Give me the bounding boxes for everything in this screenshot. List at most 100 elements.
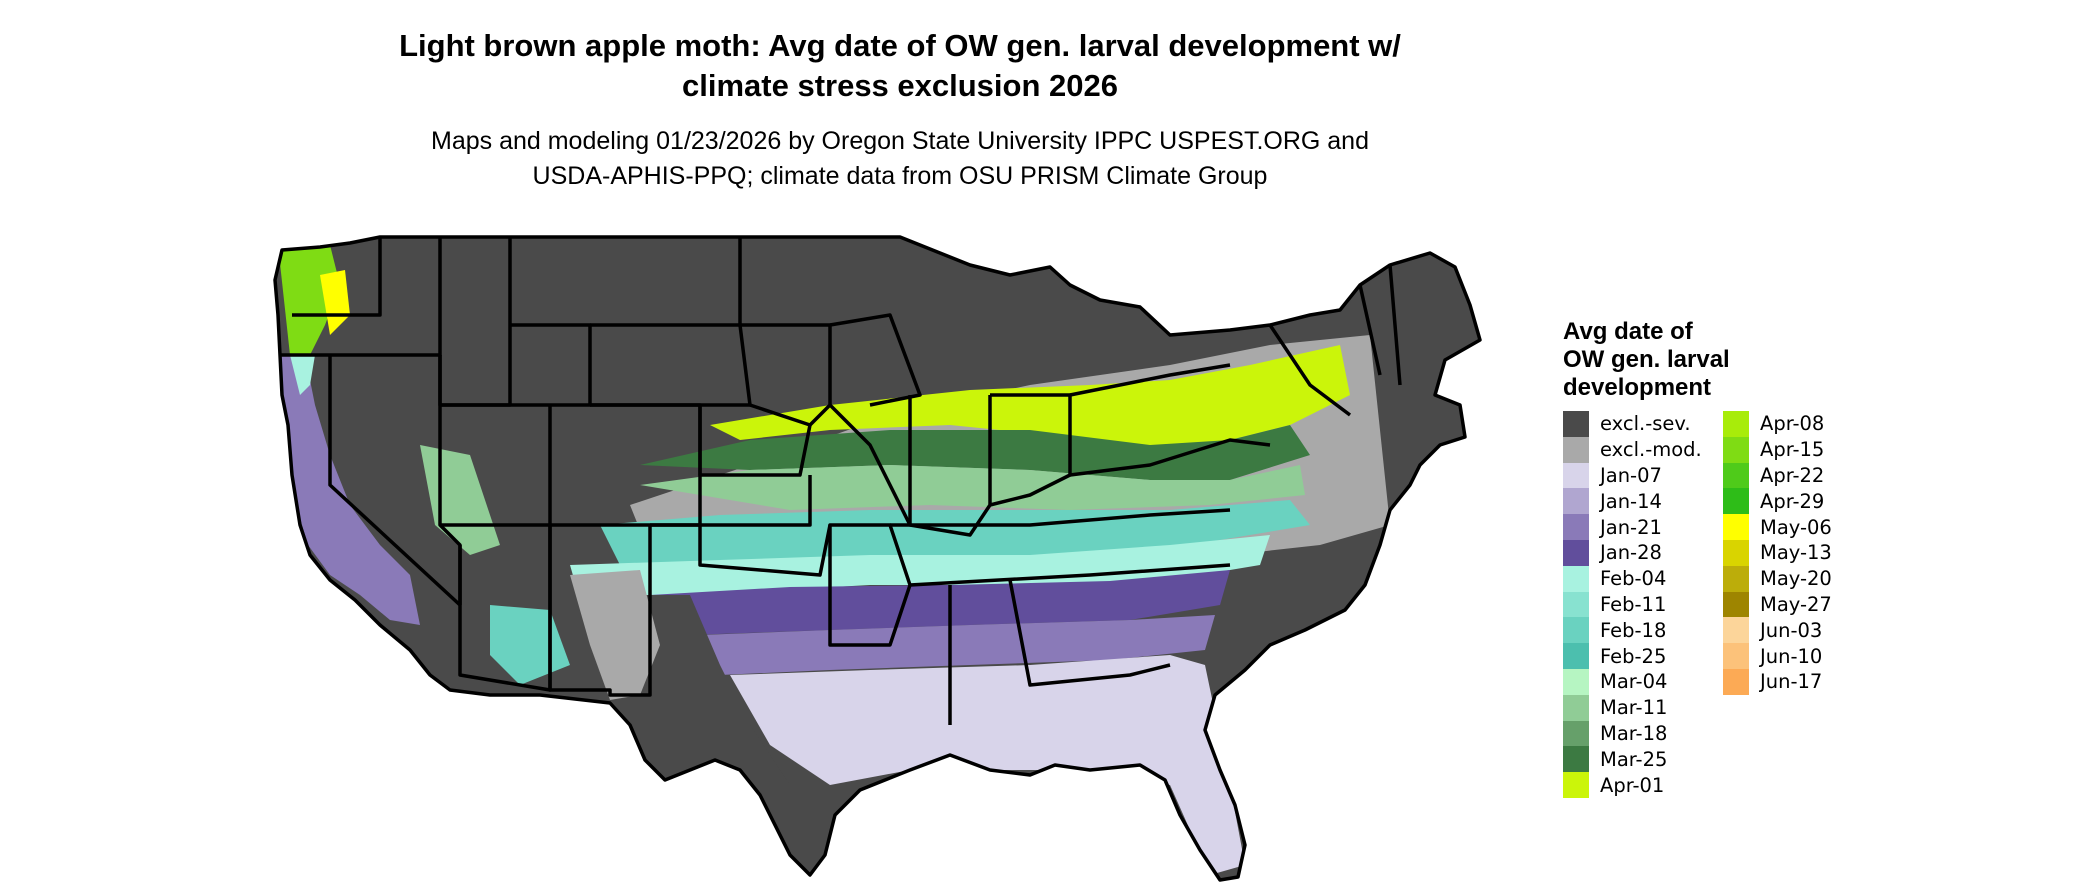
- northeast-borders: [1268, 264, 1402, 417]
- mar-11-band: [640, 465, 1305, 510]
- legend-item: May-27: [1723, 591, 1832, 618]
- legend-swatch: [1563, 694, 1589, 721]
- legend-label: Feb-11: [1600, 592, 1667, 616]
- legend-swatch: [1563, 746, 1589, 773]
- legend-item: May-06: [1723, 514, 1832, 540]
- legend-label: Mar-04: [1600, 670, 1668, 694]
- legend-column-1: excl.-sev. excl.-mod. Jan-07 Jan-14 Jan-21 Ja…: [1563, 411, 1702, 798]
- legend-swatch: [1563, 539, 1589, 566]
- south-texas-excluded: [630, 595, 810, 865]
- map-subtitle-line-2: USDA-APHIS-PPQ; climate data from OSU PR…: [532, 162, 1268, 190]
- legend-item: Jan-07: [1563, 462, 1702, 489]
- legend-item: Feb-18: [1563, 617, 1702, 644]
- legend-swatch: [1723, 591, 1749, 618]
- legend-swatch: [1563, 668, 1589, 695]
- legend-swatch: [1563, 488, 1589, 515]
- legend-swatch: [1563, 643, 1589, 669]
- legend-item: Feb-04: [1563, 565, 1702, 592]
- legend-swatch: [1563, 720, 1589, 747]
- legend-label: Apr-22: [1760, 463, 1825, 487]
- california-coast-band: [280, 355, 420, 625]
- legend-label: excl.-mod.: [1600, 438, 1702, 462]
- washington-oregon-border: [292, 237, 382, 317]
- legend-label: May-13: [1760, 541, 1832, 565]
- legend-swatch: [1723, 462, 1749, 489]
- legend-label: Apr-08: [1760, 412, 1825, 436]
- oklahoma-texas-border: [698, 524, 832, 577]
- legend-label: Jan-07: [1600, 463, 1662, 487]
- legend-label: Jan-21: [1600, 515, 1662, 539]
- map-fill-layer: [275, 237, 1480, 880]
- legend-column-2: Apr-08 Apr-15 Apr-22 Apr-29 May-06 May-13 May-…: [1723, 411, 1832, 695]
- missouri-border: [828, 403, 912, 526]
- legend-label: May-06: [1760, 515, 1832, 539]
- legend-item: Mar-25: [1563, 746, 1702, 773]
- cascades-band: [320, 270, 350, 335]
- minnesota-iowa-border: [740, 323, 832, 427]
- oklahoma-north-border: [650, 475, 812, 527]
- us-map: [273, 235, 1482, 882]
- legend-label: Apr-15: [1760, 438, 1825, 462]
- jan-28-band: [650, 570, 1230, 635]
- legend-label: Feb-04: [1600, 567, 1667, 591]
- legend-swatch: [1723, 411, 1749, 437]
- legend-item: May-13: [1723, 539, 1832, 566]
- legend-swatch: [1563, 436, 1589, 463]
- apr-01-band: [710, 345, 1350, 450]
- legend-label: Jun-10: [1760, 644, 1823, 668]
- legend-item: excl.-mod.: [1563, 436, 1702, 463]
- legend-label: Jan-14: [1600, 489, 1662, 513]
- legend-label: Mar-25: [1600, 747, 1668, 771]
- legend-swatch: [1723, 488, 1749, 515]
- deep-south-borders: [948, 579, 1171, 725]
- arkansas-louisiana-border: [828, 523, 912, 647]
- legend-label: May-27: [1760, 592, 1832, 616]
- nebraska-kansas-border: [698, 403, 812, 477]
- legend-swatch: [1563, 462, 1589, 489]
- legend-item: Mar-11: [1563, 694, 1702, 721]
- us-outline: [273, 235, 1482, 882]
- legend-title-line-3: development: [1563, 374, 1712, 401]
- california-nevada-border: [328, 355, 462, 607]
- legend-label: Jun-17: [1760, 670, 1823, 694]
- map-subtitle: Maps and modeling 01/23/2026 by Oregon S…: [300, 124, 1500, 194]
- legend-item: Apr-29: [1723, 488, 1832, 515]
- legend-label: Feb-18: [1600, 618, 1667, 642]
- legend-item: Apr-01: [1563, 772, 1702, 798]
- legend-item: Apr-08: [1723, 411, 1832, 437]
- jan-21-band: [700, 615, 1215, 675]
- legend-label: Mar-18: [1600, 721, 1668, 745]
- legend-swatch: [1563, 772, 1589, 798]
- legend-swatch: [1723, 643, 1749, 669]
- legend-label: May-20: [1760, 567, 1832, 591]
- legend-label: Feb-25: [1600, 644, 1667, 668]
- illinois-indiana-border: [908, 395, 992, 537]
- north-california-band: [290, 355, 315, 395]
- legend-swatch: [1723, 565, 1749, 592]
- map-subtitle-line-1: Maps and modeling 01/23/2026 by Oregon S…: [431, 127, 1369, 155]
- tennessee-north-border: [890, 508, 1231, 527]
- legend-title-line-1: Avg date of: [1563, 318, 1693, 345]
- legend-label: excl.-sev.: [1600, 412, 1691, 436]
- jan-07-band: [730, 655, 1245, 875]
- legend-swatch: [1723, 514, 1749, 540]
- legend-label: Jan-28: [1600, 541, 1662, 565]
- legend-item: May-20: [1723, 565, 1832, 592]
- legend-swatch: [1563, 411, 1589, 437]
- legend-item: Jun-03: [1723, 617, 1832, 644]
- legend-swatch: [1563, 617, 1589, 644]
- legend-item: Feb-25: [1563, 643, 1702, 669]
- legend-item: Jun-10: [1723, 643, 1832, 669]
- legend-swatch: [1723, 539, 1749, 566]
- legend-item: Mar-04: [1563, 668, 1702, 695]
- legend-swatch: [1723, 617, 1749, 644]
- legend-item: Jan-21: [1563, 514, 1702, 540]
- legend-swatch: [1723, 436, 1749, 463]
- legend-swatch: [1563, 514, 1589, 540]
- feb-04-band: [570, 535, 1270, 600]
- legend-swatch: [1563, 565, 1589, 592]
- legend-swatch: [1563, 591, 1589, 618]
- legend-item: Jan-14: [1563, 488, 1702, 515]
- legend-item: Apr-22: [1723, 462, 1832, 489]
- legend-item: excl.-sev.: [1563, 411, 1702, 437]
